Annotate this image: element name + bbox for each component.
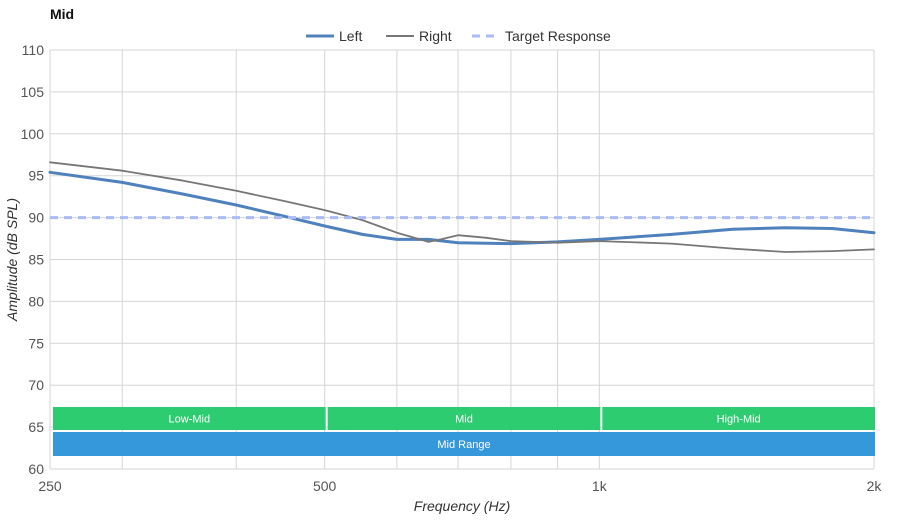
y-tick-label: 80 [28,293,44,309]
y-tick-label: 75 [28,335,44,351]
series-line [49,161,875,253]
x-axis-label: Frequency (Hz) [414,498,510,514]
y-tick-label: 85 [28,252,44,268]
band-label: Mid Range [437,439,490,451]
y-tick-label: 105 [21,84,45,100]
x-tick-label: 250 [38,478,62,494]
y-tick-label: 65 [28,419,44,435]
band-label: High-Mid [717,414,761,426]
y-tick-label: 95 [28,168,44,184]
chart-title: Mid [50,6,75,22]
band-bar [327,407,601,430]
series-line [48,170,876,246]
band-bar [602,407,875,430]
band-label: Low-Mid [169,414,211,426]
legend-label: Left [339,28,362,44]
y-tick-label: 100 [21,126,45,142]
band-bar [53,432,875,456]
band-label: Mid [455,414,473,426]
y-axis-label: Amplitude (dB SPL) [4,198,20,322]
legend-label: Right [419,28,452,44]
x-tick-label: 2k [867,478,883,494]
x-tick-label: 1k [592,478,608,494]
legend-label: Target Response [505,28,611,44]
band-bar [53,407,326,430]
y-tick-label: 70 [28,377,44,393]
y-tick-label: 60 [28,461,44,477]
y-tick-label: 110 [22,42,45,58]
x-tick-label: 500 [313,478,337,494]
y-tick-label: 90 [28,210,44,226]
